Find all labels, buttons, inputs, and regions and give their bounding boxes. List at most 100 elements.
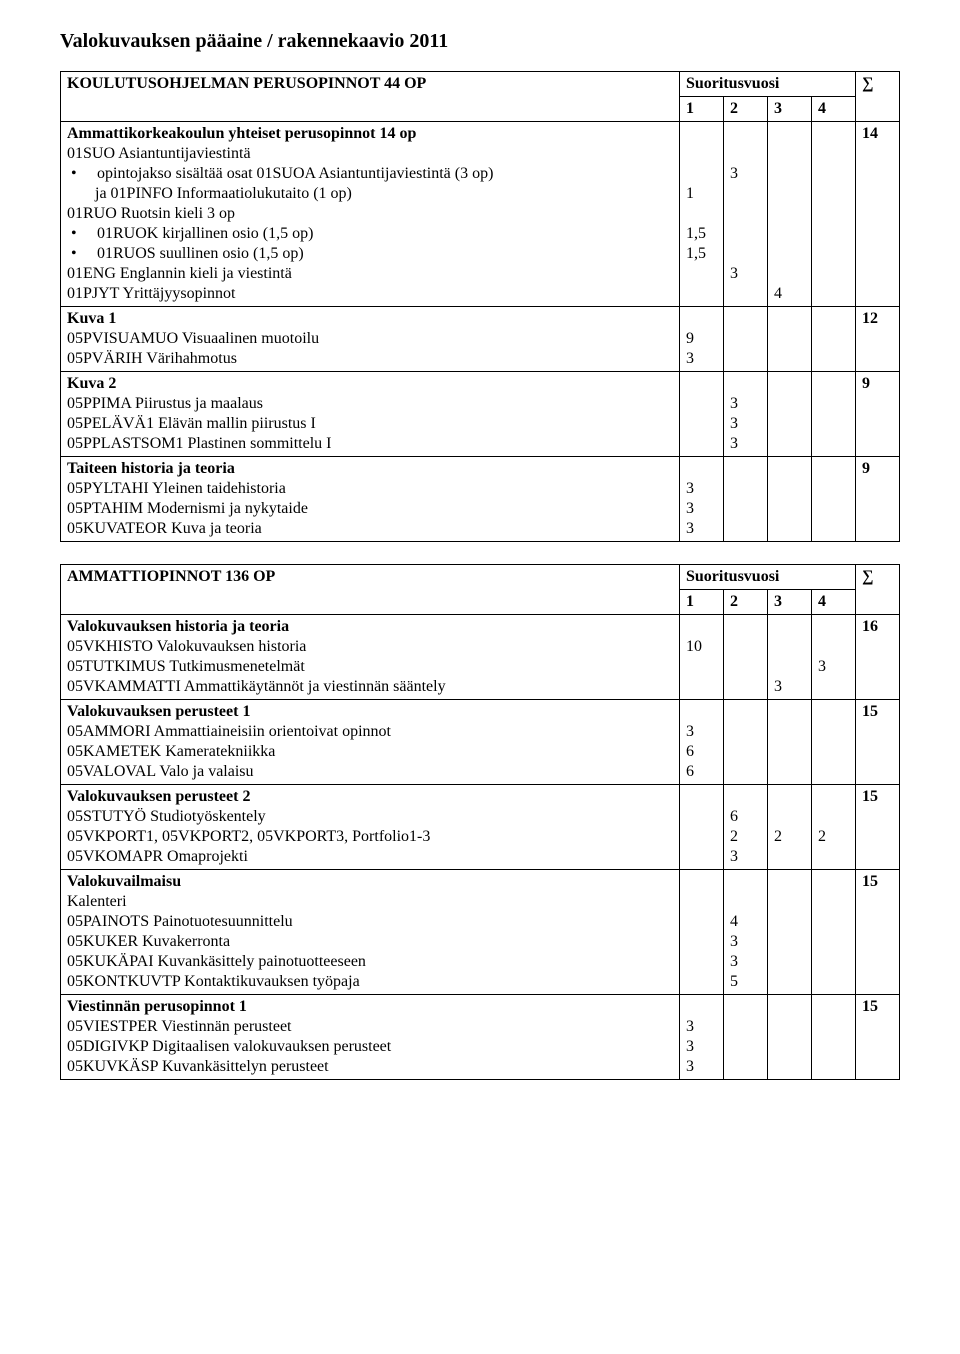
cell-value <box>818 264 849 284</box>
cell-value <box>774 807 805 827</box>
cell-value: 2 <box>818 827 849 847</box>
cell-value: 1,5 <box>686 244 717 264</box>
table-ammattiopinnot: AMMATTIOPINNOT 136 OP Suoritusvuosi ∑ 1 … <box>60 564 900 1080</box>
cell-value <box>774 499 805 519</box>
year-cell <box>680 785 724 870</box>
cell-value <box>730 499 761 519</box>
cell-value <box>818 742 849 762</box>
cell-value <box>774 617 805 637</box>
year-cell <box>812 122 856 307</box>
cell-value <box>730 1017 761 1037</box>
cell-value <box>774 394 805 414</box>
cell-value <box>774 519 805 539</box>
year-cell: 3 <box>768 615 812 700</box>
section-header-row: KOULUTUSOHJELMAN PERUSOPINNOT 44 OP Suor… <box>61 72 900 97</box>
cell-value <box>774 329 805 349</box>
table-row: ValokuvailmaisuKalenteri05PAINOTS Painot… <box>61 870 900 995</box>
cell-value <box>774 164 805 184</box>
cell-value <box>818 479 849 499</box>
cell-value <box>818 124 849 144</box>
cell-value <box>730 459 761 479</box>
cell-value: 6 <box>730 807 761 827</box>
year-cell <box>724 995 768 1080</box>
course-line: 05PAINOTS Painotuotesuunnittelu <box>67 912 673 932</box>
course-line: 05KONTKUVTP Kontaktikuvauksen työpaja <box>67 972 673 992</box>
cell-value <box>774 787 805 807</box>
row-description: Viestinnän perusopinnot 105VIESTPER Vies… <box>61 995 680 1080</box>
cell-value <box>774 702 805 722</box>
course-line: 05AMMORI Ammattiaineisiin orientoivat op… <box>67 722 673 742</box>
year-cell <box>812 307 856 372</box>
course-line: 01RUO Ruotsin kieli 3 op <box>67 204 673 224</box>
cell-value <box>730 479 761 499</box>
year-col-1: 1 <box>680 97 724 122</box>
course-line: Viestinnän perusopinnot 1 <box>67 997 673 1017</box>
cell-value <box>686 144 717 164</box>
cell-value <box>686 309 717 329</box>
cell-value <box>686 264 717 284</box>
suoritusvuosi-header: Suoritusvuosi <box>680 72 856 97</box>
course-line: Kalenteri <box>67 892 673 912</box>
cell-value <box>818 892 849 912</box>
cell-value: 3 <box>774 677 805 697</box>
cell-value <box>686 394 717 414</box>
year-cell: 4 <box>768 122 812 307</box>
cell-value <box>686 952 717 972</box>
cell-value <box>818 637 849 657</box>
cell-value <box>818 762 849 782</box>
year-cell <box>680 372 724 457</box>
cell-value <box>818 184 849 204</box>
year-col-4: 4 <box>812 590 856 615</box>
course-line: Valokuvauksen perusteet 1 <box>67 702 673 722</box>
cell-value <box>730 702 761 722</box>
course-line: 05VKPORT1, 05VKPORT2, 05VKPORT3, Portfol… <box>67 827 673 847</box>
course-line: 05VKHISTO Valokuvauksen historia <box>67 637 673 657</box>
cell-value <box>774 1017 805 1037</box>
year-cell: 333 <box>680 995 724 1080</box>
cell-value <box>774 762 805 782</box>
cell-value <box>686 414 717 434</box>
cell-value <box>730 677 761 697</box>
row-description: Taiteen historia ja teoria05PYLTAHI Ylei… <box>61 457 680 542</box>
year-cell <box>768 700 812 785</box>
cell-value <box>730 244 761 264</box>
sum-cell: 15 <box>856 700 900 785</box>
cell-value <box>730 309 761 329</box>
cell-value <box>818 847 849 867</box>
cell-value <box>818 617 849 637</box>
course-line: Taiteen historia ja teoria <box>67 459 673 479</box>
course-line: 05PYLTAHI Yleinen taidehistoria <box>67 479 673 499</box>
cell-value <box>686 827 717 847</box>
cell-value <box>686 847 717 867</box>
cell-value <box>730 124 761 144</box>
course-line: 05PVÄRIH Värihahmotus <box>67 349 673 369</box>
cell-value <box>730 637 761 657</box>
sum-cell: 15 <box>856 785 900 870</box>
cell-value <box>774 952 805 972</box>
course-line: Valokuvauksen historia ja teoria <box>67 617 673 637</box>
cell-value <box>686 657 717 677</box>
cell-value: 3 <box>730 414 761 434</box>
cell-value <box>686 617 717 637</box>
cell-value <box>774 742 805 762</box>
section-header-row: AMMATTIOPINNOT 136 OP Suoritusvuosi ∑ <box>61 565 900 590</box>
cell-value: 3 <box>686 499 717 519</box>
cell-value <box>774 374 805 394</box>
cell-value <box>730 519 761 539</box>
cell-value <box>730 657 761 677</box>
cell-value <box>686 912 717 932</box>
cell-value <box>774 414 805 434</box>
cell-value <box>730 722 761 742</box>
cell-value: 3 <box>730 932 761 952</box>
sum-cell: 9 <box>856 372 900 457</box>
section-label: KOULUTUSOHJELMAN PERUSOPINNOT 44 OP <box>61 72 680 122</box>
course-line: ja 01PINFO Informaatiolukutaito (1 op) <box>67 184 673 204</box>
course-line: 01ENG Englannin kieli ja viestintä <box>67 264 673 284</box>
cell-value <box>818 144 849 164</box>
cell-value <box>774 204 805 224</box>
cell-value <box>774 637 805 657</box>
cell-value <box>818 499 849 519</box>
cell-value <box>818 1057 849 1077</box>
course-line: 05VKAMMATTI Ammattikäytännöt ja viestinn… <box>67 677 673 697</box>
cell-value <box>818 394 849 414</box>
